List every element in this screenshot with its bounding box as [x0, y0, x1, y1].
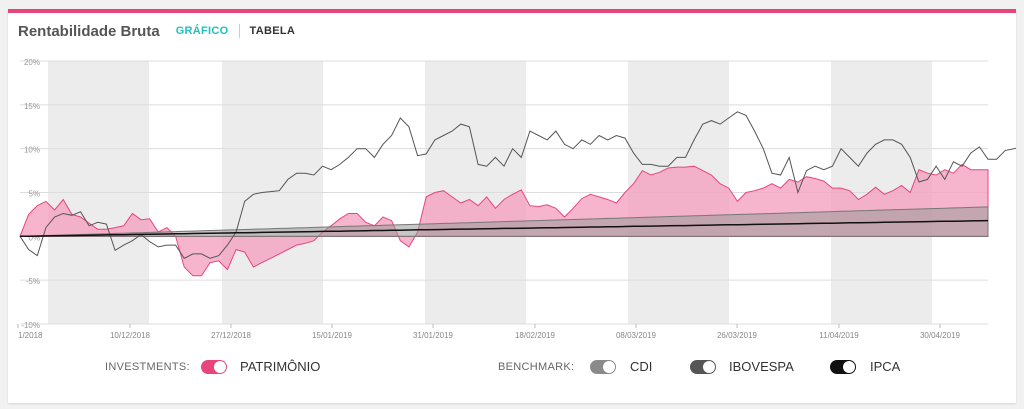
chart-card: Rentabilidade Bruta GRÁFICO TABELA 20% 15… — [8, 9, 1016, 403]
investments-label: INVESTMENTS: — [105, 361, 190, 373]
legend-cdi: CDI — [630, 359, 653, 374]
tab-divider — [238, 24, 240, 38]
toggle-knob — [703, 361, 715, 373]
legend-patrimonio: PATRIMÔNIO — [240, 359, 321, 374]
y-tick-label: -5% — [26, 277, 40, 286]
toggle-knob — [603, 361, 615, 373]
x-tick-label: 11/04/2019 — [819, 331, 859, 340]
returns-chart: 20% 15% 10% 5% 0% -5% -10% 1/2018 10/12/2018 27/… — [17, 58, 1016, 340]
chart-title: Rentabilidade Bruta — [18, 22, 160, 40]
ipca-toggle[interactable] — [830, 360, 856, 374]
y-tick-label: 0% — [28, 233, 40, 242]
chart-legend: INVESTMENTS: PATRIMÔNIO BENCHMARK: CDI I… — [8, 357, 1016, 381]
x-tick-label: 18/02/2019 — [515, 331, 556, 340]
x-tick-label: 10/12/2018 — [110, 331, 151, 340]
x-tick-label: 27/12/2018 — [211, 331, 252, 340]
x-tick-label: 31/01/2019 — [413, 331, 454, 340]
y-tick-label: -10% — [21, 321, 40, 330]
cdi-toggle[interactable] — [590, 360, 616, 374]
x-tick-label: 26/03/2019 — [717, 331, 758, 340]
tab-tabela[interactable]: TABELA — [249, 25, 296, 37]
chart-header: Rentabilidade Bruta GRÁFICO TABELA — [18, 21, 295, 41]
series-ipca — [19, 219, 989, 238]
y-tick-label: 15% — [24, 102, 40, 111]
y-axis-ticks: 20% 15% 10% 5% 0% -5% -10% — [21, 58, 40, 330]
patrimonio-toggle[interactable] — [201, 360, 227, 374]
legend-ipca: IPCA — [870, 359, 901, 374]
tab-grafico[interactable]: GRÁFICO — [175, 25, 229, 37]
chart-series — [19, 111, 1016, 277]
y-tick-label: 5% — [28, 190, 40, 199]
toggle-knob — [843, 361, 855, 373]
x-tick-label: 15/01/2019 — [312, 331, 353, 340]
series-patrimônio — [19, 163, 989, 277]
legend-ibovespa: IBOVESPA — [729, 359, 794, 374]
series-ibovespa — [19, 111, 1016, 259]
x-tick-label: 30/04/2019 — [920, 331, 961, 340]
y-tick-label: 20% — [24, 58, 40, 67]
x-tick-label: 1/2018 — [18, 331, 43, 340]
y-tick-label: 10% — [24, 146, 40, 155]
ibovespa-toggle[interactable] — [690, 360, 716, 374]
benchmark-label: BENCHMARK: — [498, 361, 575, 373]
x-axis-ticks: 1/2018 10/12/2018 27/12/2018 15/01/2019 31/0… — [17, 324, 961, 340]
series-cdi — [19, 206, 989, 237]
toggle-knob — [214, 361, 226, 373]
x-tick-label: 08/03/2019 — [616, 331, 657, 340]
